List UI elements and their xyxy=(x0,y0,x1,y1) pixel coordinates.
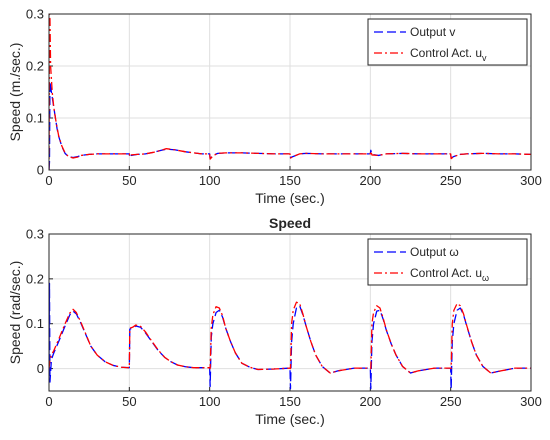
y-tick-label: 0.3 xyxy=(26,227,44,242)
y-axis-label: Speed (m./sec.) xyxy=(7,43,23,142)
x-tick-label: 250 xyxy=(440,394,462,409)
axes-frame xyxy=(48,13,532,171)
x-tick-label: 300 xyxy=(520,394,542,409)
legend-label: Output v xyxy=(410,25,455,39)
y-tick-label: 0.3 xyxy=(26,7,44,22)
y-tick-label: 0.2 xyxy=(26,59,44,74)
x-tick-label: 150 xyxy=(279,394,301,409)
x-tick-label: 100 xyxy=(199,394,221,409)
legend-label-text: Control Act. u xyxy=(410,266,482,280)
series-line-2 xyxy=(49,14,531,170)
x-tick-label: 300 xyxy=(520,173,542,188)
legend-label-subscript: v xyxy=(482,53,487,63)
x-tick-label: 100 xyxy=(199,173,221,188)
legend-label-text: Output ω xyxy=(410,245,459,259)
y-tick-label: 0.2 xyxy=(26,271,44,286)
chart-title: Speed xyxy=(269,215,311,231)
x-tick-label: 0 xyxy=(45,173,52,188)
legend: Output ω Control Act. uω xyxy=(367,238,528,286)
x-tick-label: 0 xyxy=(45,394,52,409)
legend: Output v Control Act. uv xyxy=(367,18,528,66)
y-tick-label: 0.1 xyxy=(26,111,44,126)
x-axis-label: Time (sec.) xyxy=(255,411,324,427)
chart-1: 0 50 100 150 200 250 300 0 0.1 0.2 0.3 Time (sec.) S… xyxy=(7,7,542,207)
x-tick-label: 50 xyxy=(122,394,136,409)
x-tick-label: 250 xyxy=(440,173,462,188)
y-axis-label: Speed (rad/sec.) xyxy=(7,261,23,365)
x-axis-label: Time (sec.) xyxy=(255,190,324,206)
x-tick-label: 50 xyxy=(122,173,136,188)
legend-box xyxy=(367,18,528,66)
x-tick-label: 200 xyxy=(359,173,381,188)
y-tick-label: 0 xyxy=(37,361,44,376)
axes-frame xyxy=(48,233,532,392)
y-tick-label: 0.1 xyxy=(26,316,44,331)
legend-label-text: Output v xyxy=(410,25,455,39)
legend-label: Output ω xyxy=(410,245,459,259)
x-tick-label: 150 xyxy=(279,173,301,188)
x-tick-label: 200 xyxy=(359,394,381,409)
y-tick-label: 0 xyxy=(37,163,44,178)
chart-2: 0 50 100 150 200 250 300 0 0.1 0.2 0.3 Time (sec.) S… xyxy=(7,215,542,427)
legend-box xyxy=(367,238,528,286)
legend-label: Control Act. uω xyxy=(410,266,489,283)
legend-label-subscript: ω xyxy=(482,273,489,283)
legend-label-text: Control Act. u xyxy=(410,46,482,60)
legend-label: Control Act. uv xyxy=(410,46,487,63)
series-line-2 xyxy=(49,301,531,374)
